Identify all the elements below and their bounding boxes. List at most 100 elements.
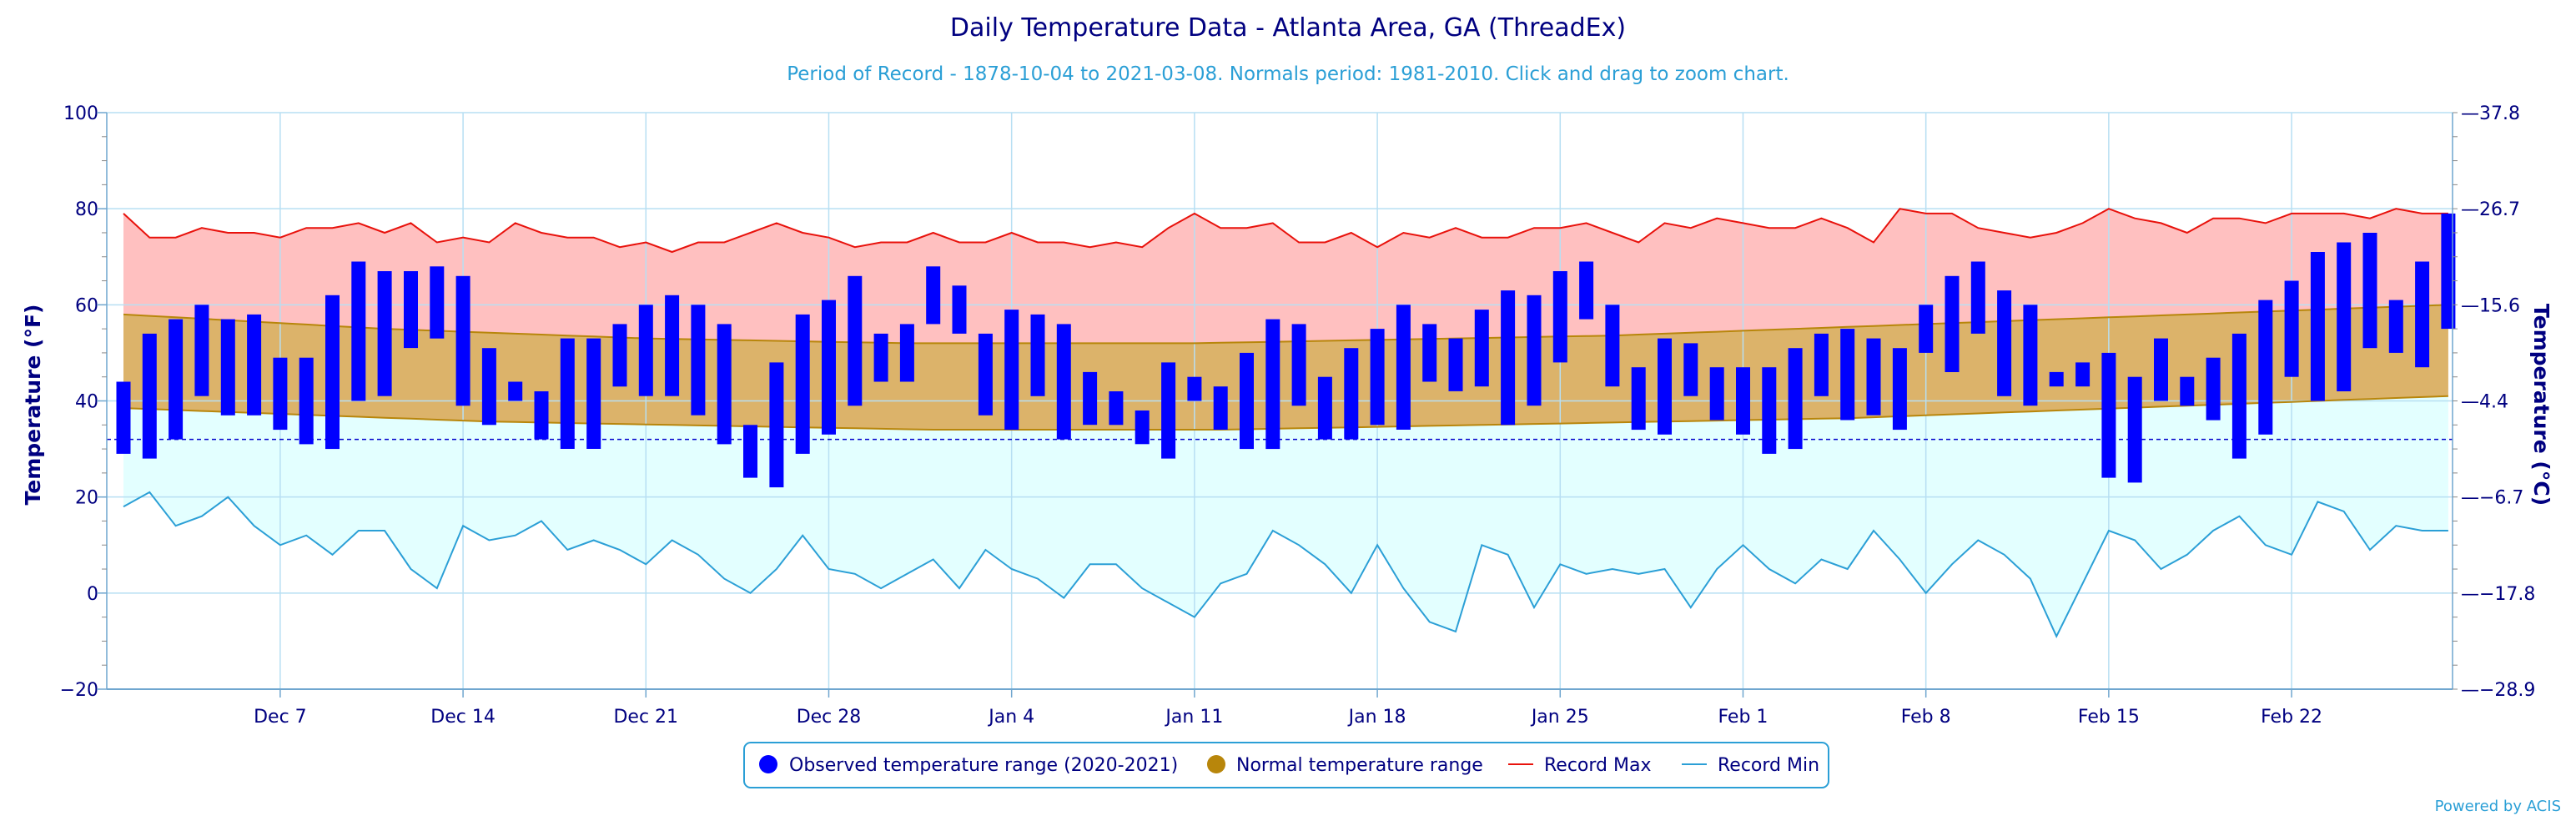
record-max-line <box>123 208 2448 254</box>
normal-high-line <box>123 304 2448 345</box>
observed-range-bar <box>560 338 575 449</box>
observed-range-bar <box>508 381 523 401</box>
observed-range-bar <box>1709 367 1724 421</box>
observed-range-bar <box>1317 376 1332 440</box>
observed-range-bar <box>1945 275 1960 372</box>
observed-range-bar <box>2231 333 2246 459</box>
observed-range-bar <box>2180 376 2195 406</box>
credits-link[interactable]: Powered by ACIS <box>2435 798 2561 815</box>
x-tick-label: Feb 8 <box>1901 707 1951 728</box>
legend-observed-label: Observed temperature range (2020-2021) <box>789 755 1178 776</box>
x-tick-label: Feb 22 <box>2261 707 2322 728</box>
y-tick-label-left: 40 <box>75 392 98 413</box>
legend-item-record-min[interactable]: Record Min <box>1682 755 1819 776</box>
observed-range-bar <box>1658 338 1672 435</box>
x-tick-label: Dec 7 <box>254 707 307 728</box>
observed-range-bar <box>1213 386 1228 430</box>
legend-record-min-label: Record Min <box>1718 755 1819 776</box>
x-tick-label: Jan 25 <box>1530 707 1589 728</box>
observed-range-bar <box>2206 357 2221 421</box>
observed-range-bar <box>1736 367 1750 435</box>
observed-range-bar <box>822 300 836 435</box>
observed-range-bar <box>1004 310 1019 431</box>
observed-range-bar <box>1448 338 1463 391</box>
observed-range-bar <box>1970 261 1985 334</box>
observed-range-bar <box>1291 324 1306 406</box>
legend[interactable]: Observed temperature range (2020-2021) N… <box>743 742 1829 788</box>
y-tick-label-right: —26.7 <box>2461 199 2520 220</box>
observed-range-bar <box>691 305 706 416</box>
y-axis-title-left: Temperature (°F) <box>21 305 45 506</box>
observed-range-bar <box>1422 324 1437 382</box>
legend-item-normal[interactable]: Normal temperature range <box>1207 755 1483 776</box>
observed-range-bar <box>2049 371 2064 387</box>
x-tick-label: Jan 4 <box>987 707 1034 728</box>
y-tick-label-right: —−17.8 <box>2461 584 2535 605</box>
observed-range-bar <box>1501 290 1516 426</box>
observed-range-bar <box>1083 371 1098 426</box>
observed-range-bar <box>1370 329 1385 426</box>
observed-range-bar <box>1631 367 1646 431</box>
observed-range-bar <box>1187 376 1202 401</box>
axes: 100 80 60 40 20 0 −20 —37.8 —26.7 —15.6 —4.4 —−6.7 —… <box>60 103 2536 728</box>
observed-range-bar <box>795 314 810 454</box>
observed-range-bar <box>220 319 235 416</box>
observed-range-bar <box>1579 261 1594 320</box>
x-tick-label: Dec 21 <box>613 707 678 728</box>
y-tick-label-right: —4.4 <box>2461 392 2508 413</box>
legend-item-record-max[interactable]: Record Max <box>1508 755 1652 776</box>
observed-range-bar <box>638 305 653 396</box>
observed-range-bar <box>1788 348 1803 450</box>
y-tick-label-left: 100 <box>63 103 98 124</box>
y-tick-label-right: —−28.9 <box>2461 680 2535 701</box>
y-axis-title-right: Temperature (°C) <box>2529 304 2553 506</box>
observed-range-bar <box>481 348 496 426</box>
observed-range-bar <box>952 285 967 334</box>
observed-range-bar <box>1030 314 1045 396</box>
legend-item-observed[interactable]: Observed temperature range (2020-2021) <box>759 755 1178 776</box>
observed-range-bar <box>1919 305 1934 353</box>
observed-range-bar <box>848 275 863 406</box>
observed-range-bar <box>2284 280 2299 377</box>
record-min-area <box>123 395 2448 637</box>
observed-range-bar <box>247 314 262 416</box>
observed-range-bar <box>1135 410 1150 445</box>
observed-range-bar <box>743 425 757 478</box>
x-tick-label: Dec 14 <box>430 707 496 728</box>
observed-range-bar <box>299 357 314 445</box>
y-tick-label-left: 20 <box>75 488 98 509</box>
observed-range-bar <box>2154 338 2168 401</box>
observed-range-bar <box>2441 213 2456 330</box>
x-tick-label: Jan 18 <box>1347 707 1406 728</box>
observed-range-bar <box>1552 271 1567 363</box>
observed-range-bar <box>2101 352 2116 478</box>
y-tick-label-left: 0 <box>87 584 98 605</box>
legend-normal-marker <box>1207 755 1225 773</box>
normal-low-line <box>123 395 2448 431</box>
observed-range-bar <box>116 381 131 454</box>
observed-range-bar <box>1605 305 1620 387</box>
observed-range-bar <box>1265 319 1280 450</box>
observed-range-bar <box>1396 305 1411 430</box>
observed-range-bar <box>169 319 184 440</box>
y-tick-label-right: —37.8 <box>2461 103 2520 124</box>
observed-range-bar <box>1344 348 1359 440</box>
observed-range-bar <box>1161 362 1176 459</box>
observed-range-bar <box>455 275 470 406</box>
legend-record-max-label: Record Max <box>1544 755 1652 776</box>
observed-range-bar <box>2023 305 2038 406</box>
observed-range-bar <box>2310 252 2325 401</box>
observed-range-bar <box>1683 343 1698 396</box>
observed-range-bar <box>1527 295 1542 406</box>
observed-range-bar <box>377 271 392 396</box>
observed-range-bar <box>1866 338 1881 416</box>
observed-range-bar <box>899 324 914 382</box>
observed-range-bar <box>142 333 157 459</box>
y-tick-label-left: 80 <box>75 199 98 220</box>
observed-range-bar <box>325 295 340 450</box>
observed-range-bar <box>769 362 784 488</box>
observed-range-bar <box>2337 242 2352 391</box>
y-tick-label-left: 60 <box>75 295 98 316</box>
observed-bars <box>116 213 2456 488</box>
